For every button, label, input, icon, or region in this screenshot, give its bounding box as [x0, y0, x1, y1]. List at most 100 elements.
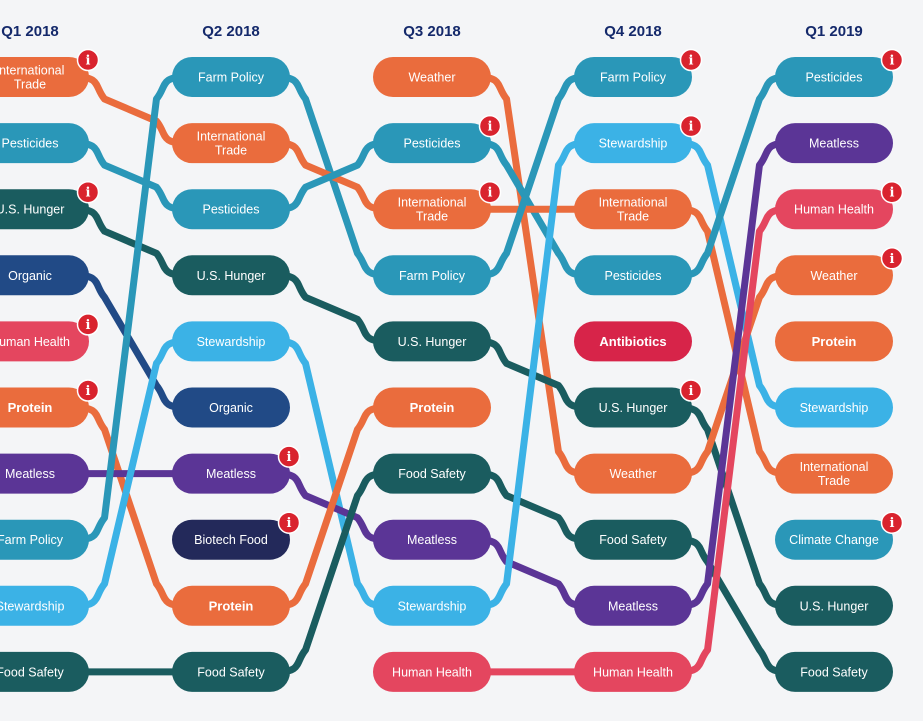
- pill-label: Food Safety: [398, 467, 466, 481]
- info-badge-glyph: i: [86, 318, 91, 333]
- link-food-safety-q1-q2: [274, 470, 389, 676]
- pill-label: Meatless: [206, 467, 256, 481]
- topic-pill-human-health[interactable]: Human Health: [574, 651, 692, 692]
- info-badge-icon[interactable]: [880, 511, 904, 534]
- info-badge-glyph: i: [287, 450, 292, 465]
- topic-pill-international-trade[interactable]: International Trade: [775, 453, 893, 494]
- topic-pill-weather[interactable]: Weather i: [775, 247, 904, 296]
- link-stewardship-q0-q1: [73, 337, 188, 610]
- topic-pill-u-s-hunger[interactable]: U.S. Hunger i: [574, 379, 703, 428]
- topic-pill-food-safety[interactable]: Food Safety: [0, 651, 89, 692]
- topic-pill-human-health[interactable]: Human Health: [373, 651, 491, 692]
- topic-pill-farm-policy[interactable]: Farm Policy: [373, 255, 491, 296]
- topic-pill-protein[interactable]: Protein: [373, 387, 491, 428]
- pill-background: [0, 321, 89, 362]
- topic-pill-weather[interactable]: Weather: [574, 453, 692, 494]
- pill-label: Stewardship: [599, 137, 668, 151]
- pill-background: [775, 189, 893, 230]
- topic-pill-pesticides[interactable]: Pesticides i: [373, 114, 502, 164]
- topic-pill-organic[interactable]: Organic: [0, 255, 89, 296]
- link-u-s-hunger-q0-q1: [73, 205, 188, 279]
- info-badge-icon[interactable]: [679, 379, 703, 402]
- info-badge-icon[interactable]: [880, 247, 904, 270]
- column-header: Q1 2018: [1, 23, 59, 40]
- topic-pill-biotech-food[interactable]: Biotech Food i: [172, 511, 301, 560]
- topic-pill-antibiotics[interactable]: Antibiotics: [574, 321, 692, 362]
- pill-label: International Trade: [197, 130, 266, 158]
- pill-label: Climate Change: [789, 533, 879, 547]
- topic-pill-pesticides[interactable]: Pesticides: [574, 255, 692, 296]
- pill-background: [574, 651, 692, 692]
- topic-pill-pesticides[interactable]: Pesticides i: [775, 48, 904, 98]
- link-food-safety-q3-q4: [676, 536, 791, 676]
- topic-pill-human-health[interactable]: Human Health i: [775, 180, 904, 230]
- topic-pill-international-trade[interactable]: International Trade i: [0, 48, 100, 98]
- topic-pill-stewardship[interactable]: Stewardship i: [574, 114, 703, 164]
- topic-pill-protein[interactable]: Protein: [775, 321, 893, 362]
- topic-pill-organic[interactable]: Organic: [172, 387, 290, 428]
- info-badge-icon[interactable]: [679, 48, 703, 72]
- topic-pill-protein[interactable]: Protein: [172, 585, 290, 626]
- info-badge-glyph: i: [890, 186, 895, 201]
- info-badge-icon[interactable]: [679, 114, 703, 138]
- info-badge-icon[interactable]: [76, 180, 100, 204]
- topic-pill-pesticides[interactable]: Pesticides: [172, 189, 290, 230]
- info-badge-icon[interactable]: [478, 180, 502, 204]
- topic-pill-farm-policy[interactable]: Farm Policy: [0, 519, 89, 560]
- topic-pill-meatless[interactable]: Meatless i: [172, 445, 301, 494]
- pill-background: [373, 255, 491, 296]
- topic-pill-farm-policy[interactable]: Farm Policy: [172, 57, 290, 97]
- topic-pill-food-safety[interactable]: Food Safety: [574, 519, 692, 560]
- link-protein-q0-q1: [73, 404, 188, 610]
- topic-pill-stewardship[interactable]: Stewardship: [775, 387, 893, 428]
- topic-pill-food-safety[interactable]: Food Safety: [172, 651, 290, 692]
- topic-pill-international-trade[interactable]: International Trade i: [373, 180, 502, 230]
- info-badge-icon[interactable]: [880, 48, 904, 72]
- topic-pill-international-trade[interactable]: International Trade: [574, 189, 692, 230]
- link-farm-policy-q2-q3: [475, 73, 590, 279]
- info-badge-icon[interactable]: [478, 114, 502, 138]
- topic-pill-human-health[interactable]: Human Health i: [0, 313, 100, 362]
- topic-pill-meatless[interactable]: Meatless: [0, 453, 89, 494]
- pill-label: International Trade: [800, 460, 869, 488]
- topic-pill-meatless[interactable]: Meatless: [775, 123, 893, 164]
- topic-pill-food-safety[interactable]: Food Safety: [373, 453, 491, 494]
- info-badge-icon[interactable]: [880, 180, 904, 204]
- pill-label: Weather: [408, 71, 455, 85]
- topic-pill-climate-change[interactable]: Climate Change i: [775, 511, 904, 560]
- info-badge-icon[interactable]: [277, 511, 301, 534]
- info-badge-icon[interactable]: [76, 313, 100, 336]
- link-stewardship-q3-q4: [676, 139, 791, 411]
- topic-pill-u-s-hunger[interactable]: U.S. Hunger: [373, 321, 491, 362]
- info-badge-glyph: i: [890, 54, 895, 69]
- topic-pill-stewardship[interactable]: Stewardship: [0, 585, 89, 626]
- pill-background: [0, 519, 89, 560]
- topic-pill-meatless[interactable]: Meatless: [574, 585, 692, 626]
- topic-pill-food-safety[interactable]: Food Safety: [775, 651, 893, 692]
- topic-pill-farm-policy[interactable]: Farm Policy i: [574, 48, 703, 98]
- topic-pill-u-s-hunger[interactable]: U.S. Hunger i: [0, 180, 100, 230]
- pill-background: [574, 387, 692, 428]
- pill-background: [0, 255, 89, 296]
- pill-background: [373, 453, 491, 494]
- pill-background: [0, 387, 89, 428]
- link-meatless-q3-q4: [676, 139, 791, 610]
- pill-background: [775, 123, 893, 164]
- topic-pill-u-s-hunger[interactable]: U.S. Hunger: [172, 255, 290, 296]
- link-pesticides-q3-q4: [676, 73, 791, 279]
- info-badge-icon[interactable]: [277, 445, 301, 468]
- topic-pill-pesticides[interactable]: Pesticides: [0, 123, 89, 164]
- topic-pill-international-trade[interactable]: International Trade: [172, 123, 290, 164]
- topic-pill-stewardship[interactable]: Stewardship: [172, 321, 290, 362]
- topic-pill-protein[interactable]: Protein i: [0, 379, 100, 428]
- pill-background: [0, 57, 89, 97]
- topic-pill-stewardship[interactable]: Stewardship: [373, 585, 491, 626]
- topic-pill-u-s-hunger[interactable]: U.S. Hunger: [775, 585, 893, 626]
- topic-pill-meatless[interactable]: Meatless: [373, 519, 491, 560]
- info-badge-icon[interactable]: [76, 48, 100, 72]
- info-badge-icon[interactable]: [76, 379, 100, 402]
- topic-pill-weather[interactable]: Weather: [373, 57, 491, 97]
- pill-background: [172, 387, 290, 428]
